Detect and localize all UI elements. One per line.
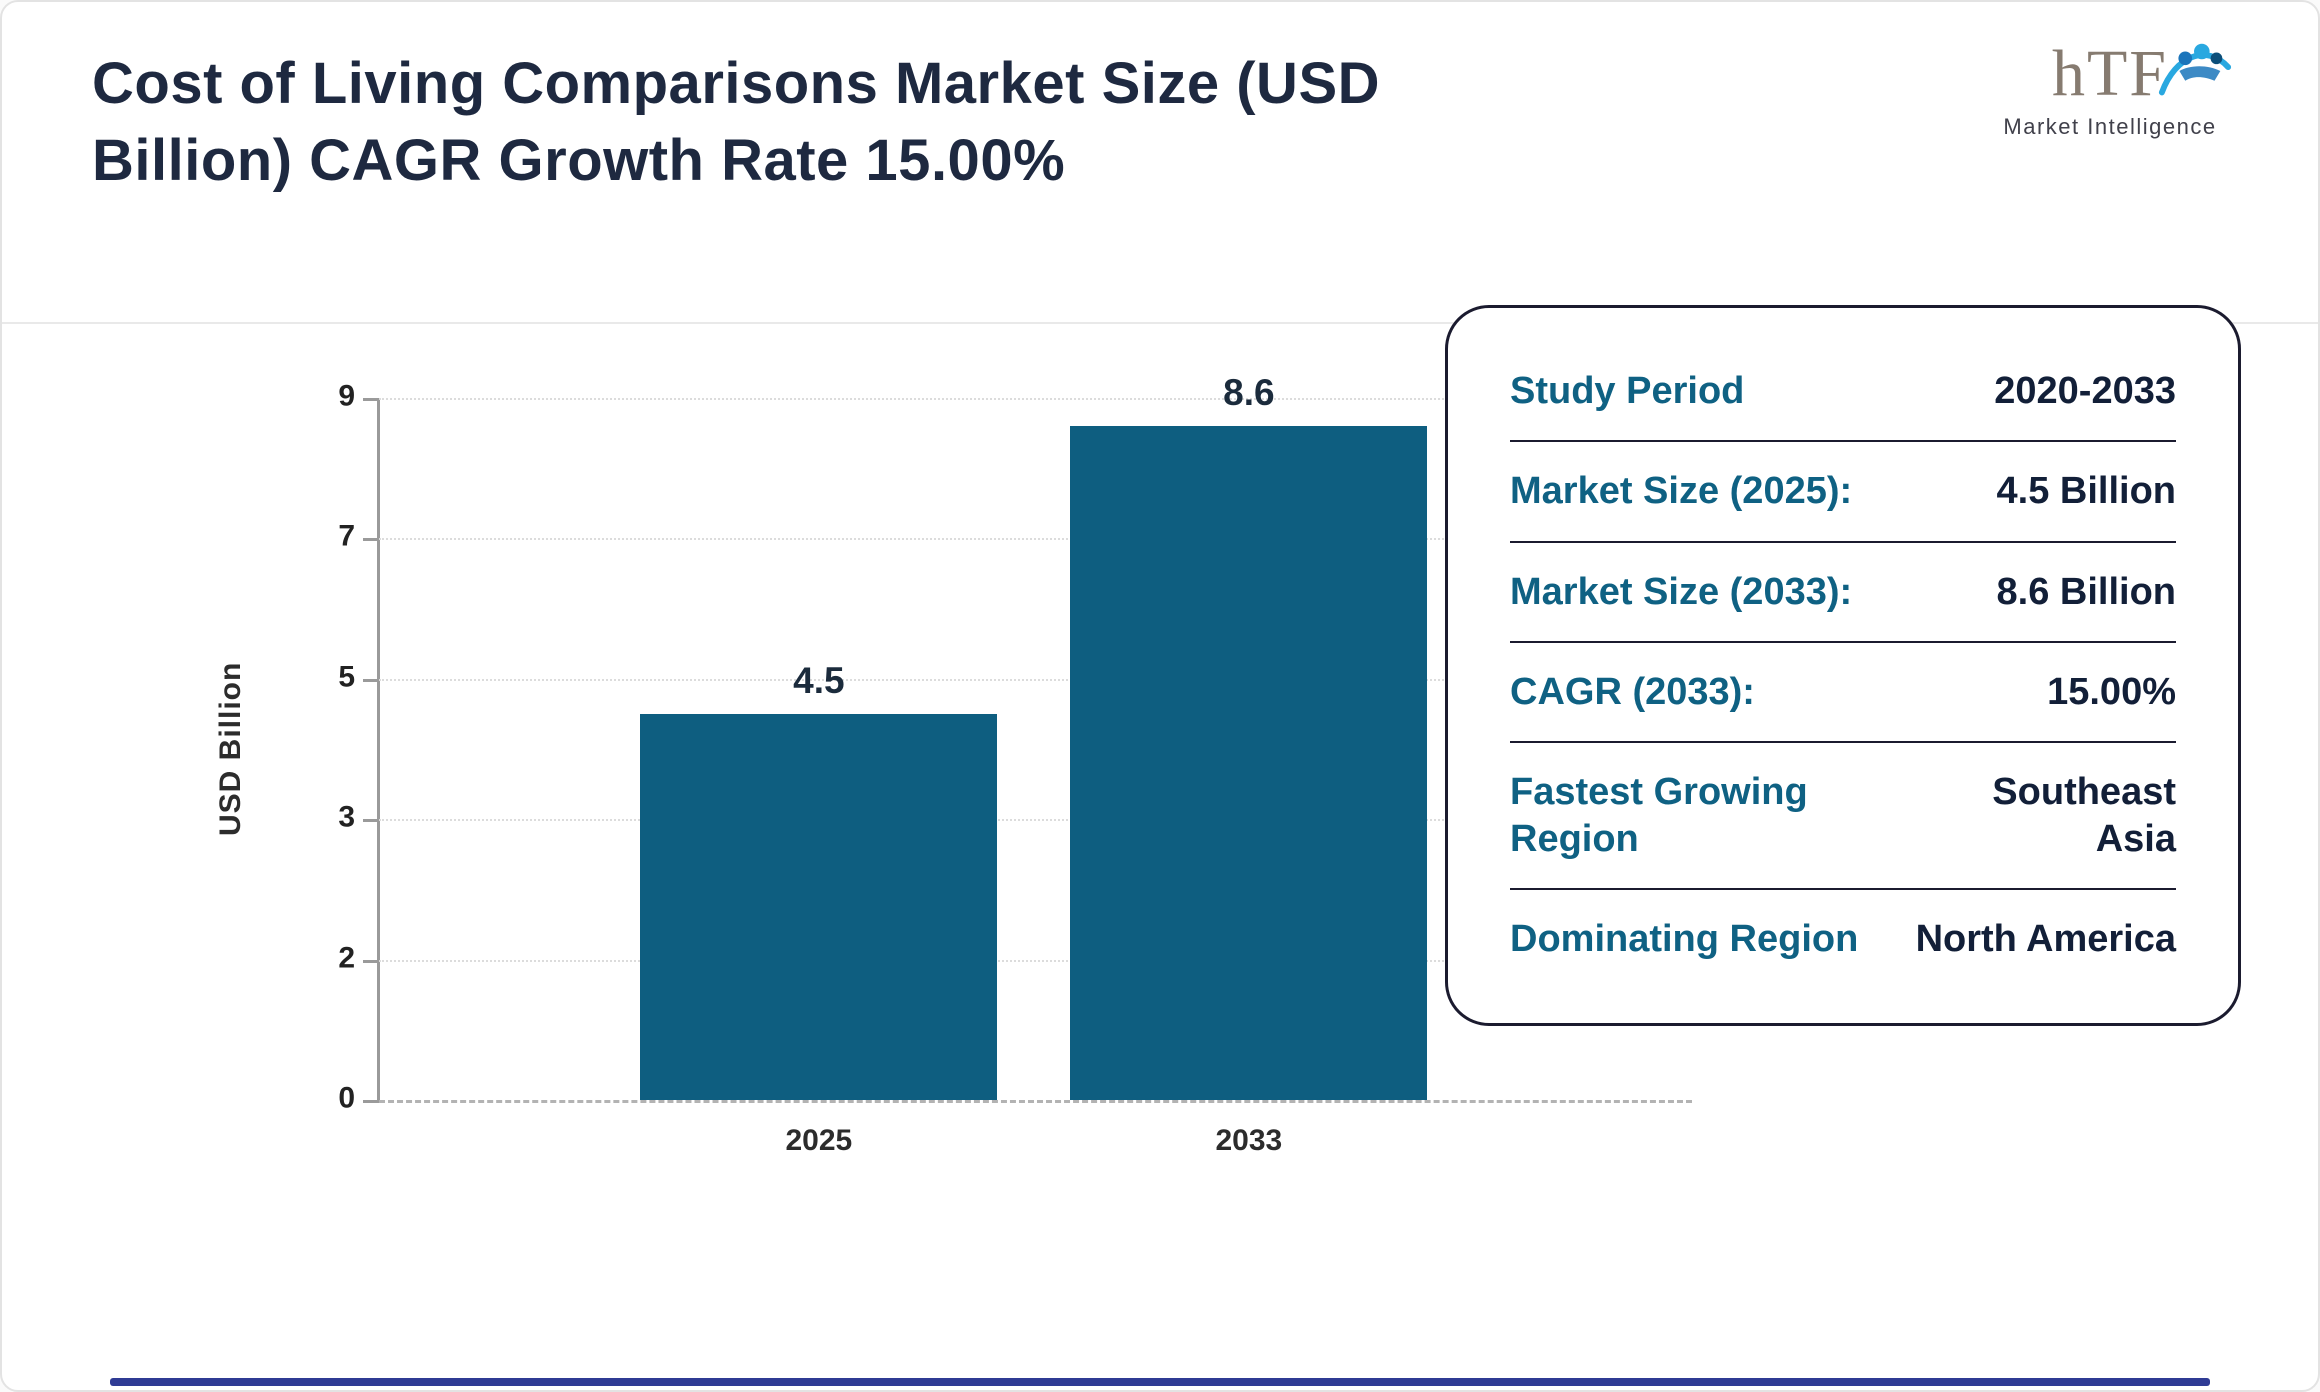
row-value: Southeast Asia (1992, 771, 2176, 860)
y-axis-tick-mark (363, 959, 379, 963)
row-label: Fastest Growing Region (1510, 771, 1808, 860)
y-axis-tick-label: 5 (338, 660, 355, 694)
x-axis-tick-label: 2033 (1215, 1124, 1283, 1157)
logo-text: hTF (2051, 37, 2169, 110)
header: Cost of Living Comparisons Market Size (… (2, 2, 2318, 324)
gridline (379, 959, 1692, 962)
row-fastest-growing-region: Fastest Growing Region Southeast Asia (1510, 743, 2176, 891)
gridline (379, 819, 1692, 822)
x-axis-tick-label: 2025 (785, 1124, 853, 1157)
gridline (379, 678, 1692, 681)
footer-accent-strip (110, 1378, 2210, 1386)
x-axis-baseline (379, 1100, 1692, 1103)
y-axis-tick-mark (363, 1100, 379, 1103)
gridline (379, 538, 1692, 541)
bar-2025 (640, 713, 998, 1100)
row-label: Market Size (2025): (1510, 470, 1853, 513)
row-value: 2020-2033 (1994, 370, 2176, 412)
row-value: 4.5 Billion (1996, 470, 2176, 513)
row-dominating-region: Dominating Region North America (1510, 890, 2176, 988)
bar-value-label: 8.6 (1223, 372, 1275, 414)
y-axis-tick-label: 7 (338, 519, 355, 553)
row-market-size-2033: Market Size (2033): 8.6 Billion (1510, 543, 2176, 644)
logo-subtext: Market Intelligence (2003, 114, 2217, 139)
row-label: CAGR (2033): (1510, 671, 1755, 714)
y-axis-tick-label: 9 (338, 379, 355, 413)
htf-logo: hTF Market Intelligence (1990, 36, 2232, 140)
row-value: 8.6 Billion (1996, 570, 2176, 613)
row-study-period: Study Period 2020-2033 (1510, 342, 2176, 443)
y-axis-title: USD Billion (214, 661, 247, 837)
gridline (379, 398, 1692, 400)
y-axis-line (377, 398, 380, 1100)
summary-card: Study Period 2020-2033 Market Size (2025… (1445, 305, 2241, 1026)
bar-value-label: 4.5 (793, 659, 845, 701)
row-value: 15.00% (2047, 671, 2176, 714)
logo-wordmark: hTF (2051, 36, 2232, 112)
logo-swoosh-icon (2158, 43, 2232, 96)
row-cagr: CAGR (2033): 15.00% (1510, 643, 2176, 744)
y-axis-tick-label: 2 (338, 940, 355, 974)
row-market-size-2025: Market Size (2025): 4.5 Billion (1510, 442, 2176, 543)
y-axis-tick-label: 3 (338, 800, 355, 834)
row-label: Study Period (1510, 370, 1745, 412)
y-axis-tick-mark (363, 678, 379, 682)
y-axis-tick-mark (363, 538, 379, 542)
bar-chart: USD Billion 0 2 3 5 7 9 4.5 2025 8.6 2033 (214, 372, 1692, 1157)
y-axis-tick-mark (363, 398, 379, 401)
row-label: Dominating Region (1510, 918, 1859, 961)
header-divider (2, 322, 2318, 324)
row-value: North America (1915, 918, 2176, 961)
page-title: Cost of Living Comparisons Market Size (… (92, 51, 1381, 193)
row-label: Market Size (2033): (1510, 570, 1853, 613)
bar-2033 (1070, 426, 1428, 1100)
y-axis-tick-mark (363, 819, 379, 823)
y-axis-tick-label: 0 (338, 1081, 355, 1115)
